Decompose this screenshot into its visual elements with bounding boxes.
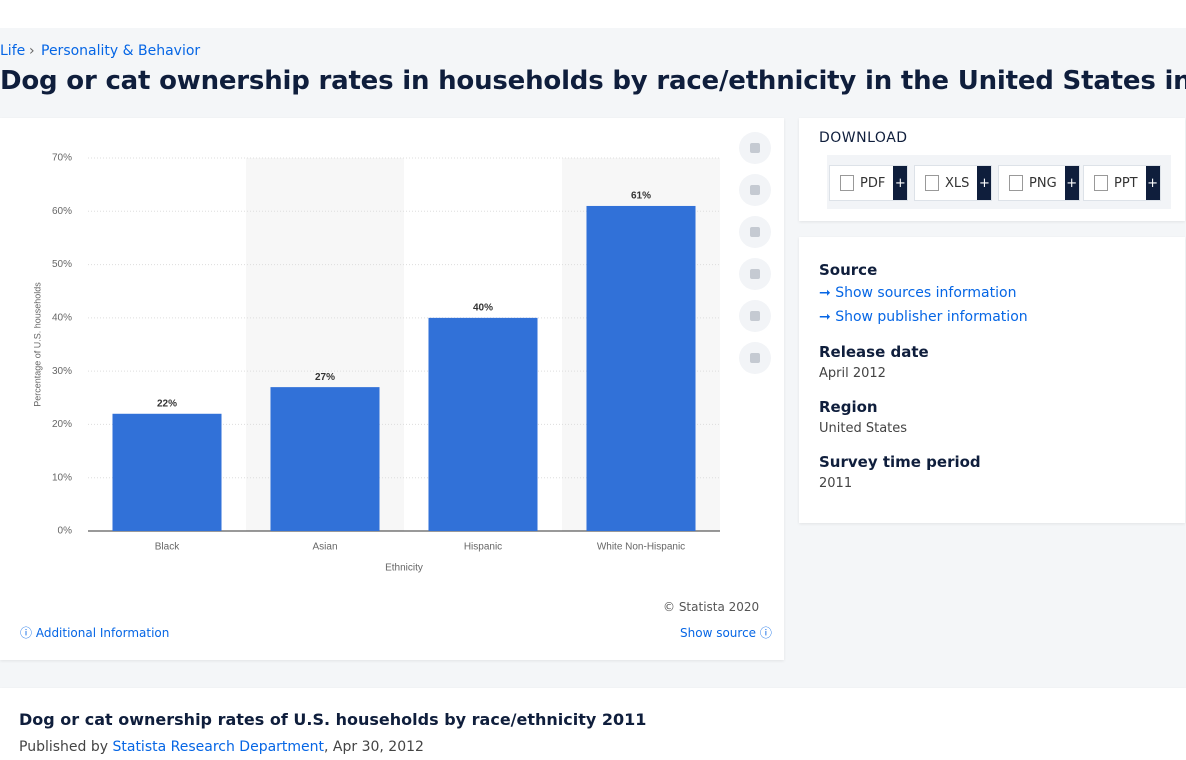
x-tick-label: Black <box>155 542 180 553</box>
file-icon <box>840 175 854 191</box>
download-button[interactable]: XLS + <box>914 165 993 201</box>
download-button[interactable]: PNG + <box>998 165 1080 201</box>
print-button[interactable] <box>739 342 771 374</box>
bar <box>586 205 696 531</box>
bar <box>112 413 222 531</box>
region-heading: Region <box>819 398 878 416</box>
chart: 0% 10% 20% 30% 40% 50% 60% 70% Percentage of U.S… <box>32 153 720 574</box>
page-title: Dog or cat ownership rates in households… <box>0 66 1186 96</box>
publisher-link[interactable]: Statista Research Department <box>112 739 325 755</box>
breadcrumb-link[interactable]: Life <box>0 43 26 59</box>
additional-info-link[interactable]: ⓘ Additional Information <box>20 626 170 640</box>
y-tick-label: 40% <box>52 312 72 323</box>
y-tick-label: 50% <box>52 259 72 270</box>
share-button[interactable] <box>739 258 771 290</box>
region-value: United States <box>819 421 908 436</box>
period-value: 2011 <box>819 476 853 491</box>
y-tick-label: 0% <box>58 526 73 537</box>
file-icon <box>1094 175 1108 191</box>
format-label: PNG <box>1029 175 1057 191</box>
release-heading: Release date <box>819 343 929 361</box>
period-heading: Survey time period <box>819 453 981 471</box>
publisher-link[interactable]: ➞ Show publisher information <box>819 309 1028 325</box>
plus-badge: + <box>977 166 992 200</box>
publisher-text: Show publisher information <box>835 309 1028 325</box>
notify-button[interactable] <box>739 174 771 206</box>
download-button[interactable]: PPT + <box>1083 165 1161 201</box>
value-label: 22% <box>157 398 177 409</box>
download-heading: DOWNLOAD <box>819 130 908 146</box>
bar <box>428 317 538 531</box>
y-tick-label: 60% <box>52 206 72 217</box>
release-value: April 2012 <box>819 366 886 381</box>
format-label: PDF <box>860 175 886 191</box>
sources-link[interactable]: ➞ Show sources information <box>819 285 1017 301</box>
bar <box>270 387 380 531</box>
x-tick-label: Asian <box>312 542 337 553</box>
format-label: XLS <box>945 175 970 191</box>
favorite-button[interactable] <box>739 132 771 164</box>
cite-button[interactable] <box>739 300 771 332</box>
plus-badge: + <box>1064 166 1079 200</box>
show-source-link[interactable]: Show source ⓘ <box>680 626 772 640</box>
publication-line: Published by Statista Research Departmen… <box>19 739 424 755</box>
settings-button[interactable] <box>739 216 771 248</box>
copyright: © Statista 2020 <box>663 600 760 614</box>
value-label: 61% <box>631 191 651 202</box>
value-label: 27% <box>315 372 335 383</box>
y-axis-title: Percentage of U.S. households <box>32 282 42 407</box>
plus-badge: + <box>1145 166 1160 200</box>
breadcrumb-link[interactable]: Personality & Behavior <box>41 43 201 59</box>
x-tick-label: White Non-Hispanic <box>597 542 685 553</box>
y-tick-label: 30% <box>52 366 72 377</box>
format-label: PPT <box>1114 175 1138 191</box>
value-label: 40% <box>473 302 493 313</box>
plus-badge: + <box>893 166 908 200</box>
y-tick-label: 10% <box>52 472 72 483</box>
x-axis-title: Ethnicity <box>385 563 423 574</box>
publication-card <box>0 688 1186 760</box>
file-icon <box>1009 175 1023 191</box>
publication-date: , Apr 30, 2012 <box>324 739 424 755</box>
download-button[interactable]: PDF + <box>829 165 909 201</box>
y-tick-label: 20% <box>52 419 72 430</box>
y-tick-label: 70% <box>52 153 72 164</box>
info-card <box>799 237 1185 523</box>
breadcrumb-separator: › <box>29 43 35 59</box>
file-icon <box>925 175 939 191</box>
published-by: Published by <box>19 739 109 755</box>
publication-title: Dog or cat ownership rates of U.S. house… <box>19 710 647 729</box>
show-source-text: Show source <box>680 626 757 640</box>
top-bar <box>0 0 1186 28</box>
x-tick-label: Hispanic <box>464 542 502 553</box>
sources-text: Show sources information <box>835 285 1017 301</box>
source-heading: Source <box>819 261 878 279</box>
additional-info-text: Additional Information <box>35 626 170 640</box>
